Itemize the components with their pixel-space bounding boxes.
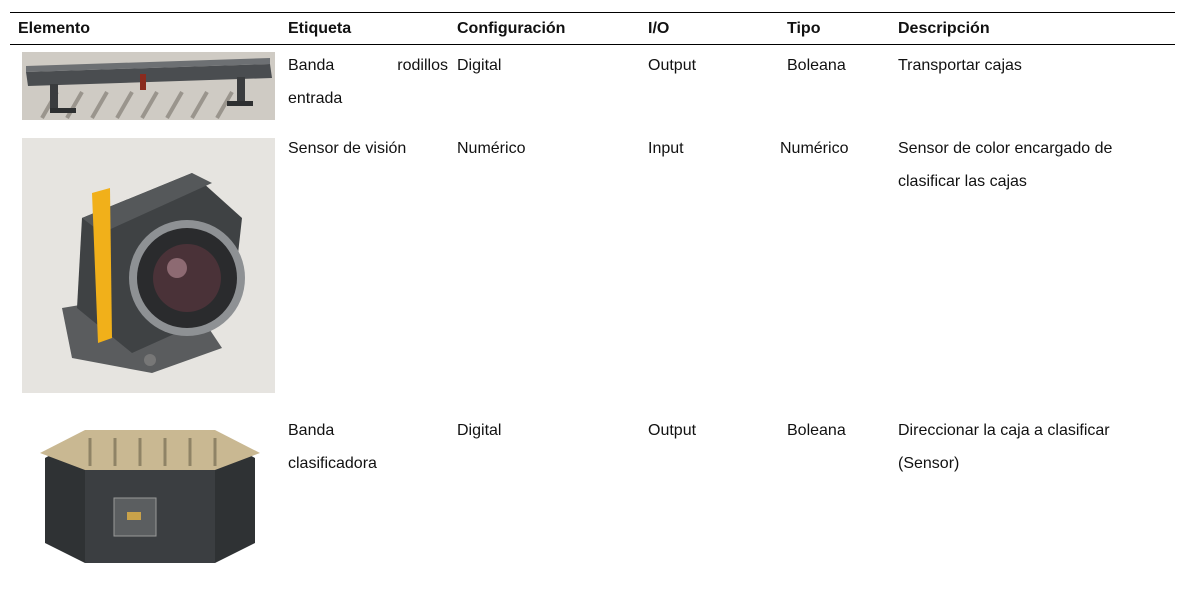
cell-line: Numérico <box>780 140 849 157</box>
table-cell: Numérico <box>780 132 885 165</box>
cell-line: clasificar las cajas <box>898 173 1027 190</box>
cell-line: Output <box>648 57 697 74</box>
cell-line: (Sensor) <box>898 455 960 472</box>
cell-line: Banda rodillos <box>288 57 448 74</box>
cell-line: clasificadora <box>288 455 377 472</box>
cell-line: Boleana <box>787 57 846 74</box>
header-cell: Tipo <box>787 20 821 37</box>
header-cell: Etiqueta <box>288 20 352 37</box>
cell-line: Boleana <box>787 422 846 439</box>
header-cell: Elemento <box>18 20 91 37</box>
header-cell: I/O <box>648 20 670 37</box>
header-rule <box>10 44 1175 45</box>
header-cell: Descripción <box>898 20 990 37</box>
cell-line: Sensor de visión <box>288 140 407 157</box>
table-cell: Sensor de visión <box>288 132 448 165</box>
table-cell: Sensor de color encargado de clasificar l… <box>898 132 1178 198</box>
vision-sensor-image <box>22 138 275 393</box>
table-cell: Direccionar la caja a clasificar (Sensor) <box>898 414 1178 480</box>
top-rule <box>10 12 1175 13</box>
cell-line: Sensor de color encargado de <box>898 140 1113 157</box>
conveyor-image <box>22 52 275 120</box>
table-cell: Transportar cajas <box>898 49 1178 82</box>
cell-line: Direccionar la caja a clasificar <box>898 422 1110 439</box>
table-cell: Digital <box>457 49 637 82</box>
cell-line: Numérico <box>457 140 526 157</box>
cell-line: Input <box>648 140 684 157</box>
table-cell: Input <box>648 132 778 165</box>
header-cell: Configuración <box>457 20 566 37</box>
table-cell: Boleana <box>787 414 892 447</box>
cell-line: Digital <box>457 422 502 439</box>
table-cell: Output <box>648 414 778 447</box>
table-cell: Boleana <box>787 49 892 82</box>
table-cell: Banda clasificadora <box>288 414 448 480</box>
table-cell: Output <box>648 49 778 82</box>
table-cell: Digital <box>457 414 637 447</box>
cell-line: Output <box>648 422 697 439</box>
table-cell: Banda rodillos entrada <box>288 49 448 115</box>
cell-line: Banda <box>288 422 335 439</box>
table-cell: Numérico <box>457 132 637 165</box>
cell-line: Digital <box>457 57 502 74</box>
cell-line: Transportar cajas <box>898 57 1022 74</box>
cell-line: entrada <box>288 90 343 107</box>
sorter-image <box>40 430 260 563</box>
